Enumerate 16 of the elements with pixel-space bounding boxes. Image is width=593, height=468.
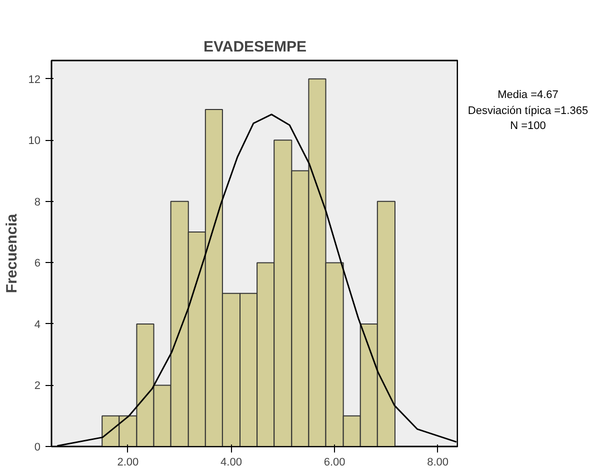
x-tick-label: 4.00 <box>220 456 242 468</box>
x-tick-label: 8.00 <box>427 456 449 468</box>
y-axis-title: Frecuencia <box>3 213 20 294</box>
y-tick-label: 10 <box>28 135 41 148</box>
y-tick-label: 8 <box>34 196 41 208</box>
x-tick-label: 2.00 <box>117 456 139 468</box>
text: Desviación típica =1.365 <box>468 104 588 117</box>
chart-title: EVADESEMPE <box>203 38 307 56</box>
y-tick-label: 6 <box>34 258 41 270</box>
y-tick-label: 2 <box>34 380 41 392</box>
text: N =100 <box>510 120 546 132</box>
y-tick-label: 0 <box>34 442 41 454</box>
y-tick-label: 12 <box>28 74 41 86</box>
y-tick-label: 4 <box>34 318 41 331</box>
text: Media =4.67 <box>498 89 558 101</box>
x-tick-label: 6.00 <box>324 456 346 468</box>
